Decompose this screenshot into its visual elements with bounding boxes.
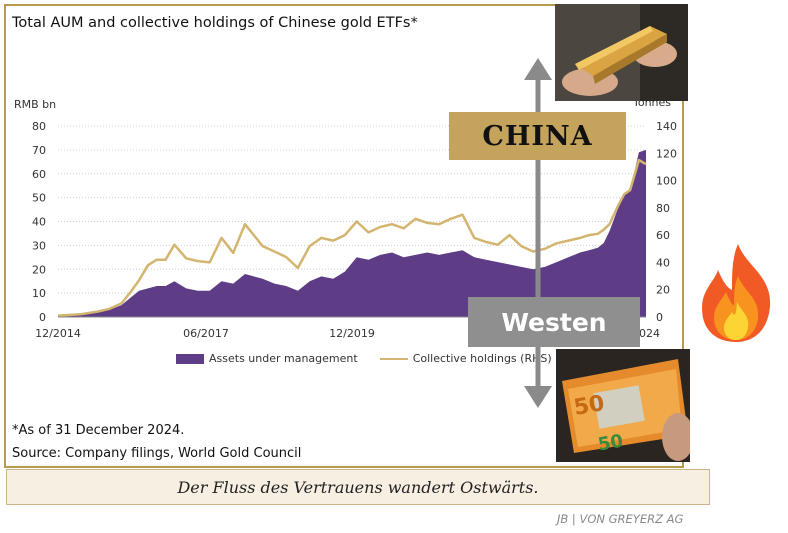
legend-label-aum: Assets under management	[209, 352, 358, 365]
legend-label-holdings: Collective holdings (RHS)	[412, 352, 552, 365]
y-tick-label: 80	[32, 120, 46, 133]
y2-tick-label: 140	[656, 120, 677, 133]
chart-legend: Assets under management Collective holdi…	[176, 352, 552, 365]
left-axis-unit: RMB bn	[14, 98, 57, 111]
fire-icon	[690, 236, 784, 346]
legend-swatch-aum	[176, 353, 204, 364]
y-tick-label: 0	[39, 311, 46, 324]
y2-tick-label: 0	[656, 311, 663, 324]
y-tick-label: 70	[32, 144, 46, 157]
footnote: *As of 31 December 2024.	[12, 423, 185, 438]
credit-text: JB | VON GREYERZ AG	[557, 512, 684, 526]
x-tick-label: 06/2017	[183, 327, 229, 340]
y-tick-label: 20	[32, 263, 46, 276]
y2-tick-label: 40	[656, 256, 670, 269]
euro-notes-photo: 50 50	[556, 349, 690, 462]
x-tick-label: 12/2019	[329, 327, 375, 340]
caption-bar: Der Fluss des Vertrauens wandert Ostwärt…	[6, 469, 710, 505]
svg-text:50: 50	[572, 391, 607, 421]
arrow-head-up	[524, 58, 552, 80]
y-tick-label: 60	[32, 168, 46, 181]
chart-title: Total AUM and collective holdings of Chi…	[12, 15, 418, 31]
y-tick-label: 30	[32, 239, 46, 252]
y2-tick-label: 120	[656, 147, 677, 160]
legend-swatch-holdings	[379, 357, 408, 360]
arrow-head-down	[524, 386, 552, 408]
y2-tick-label: 60	[656, 229, 670, 242]
source-note: Source: Company filings, World Gold Coun…	[12, 446, 302, 461]
y-tick-label: 10	[32, 287, 46, 300]
svg-text:50: 50	[596, 431, 624, 456]
china-label: CHINA	[449, 112, 626, 160]
y2-tick-label: 20	[656, 284, 670, 297]
y-tick-label: 40	[32, 216, 46, 229]
gold-bar-photo	[555, 4, 688, 101]
y2-tick-label: 80	[656, 202, 670, 215]
caption-text: Der Fluss des Vertrauens wandert Ostwärt…	[177, 477, 539, 497]
y2-tick-label: 100	[656, 175, 677, 188]
aum-area-series	[58, 149, 646, 317]
holdings-line-series	[57, 158, 647, 317]
y-tick-label: 50	[32, 192, 46, 205]
west-label: Westen	[468, 297, 640, 347]
x-tick-label: 12/2014	[35, 327, 81, 340]
